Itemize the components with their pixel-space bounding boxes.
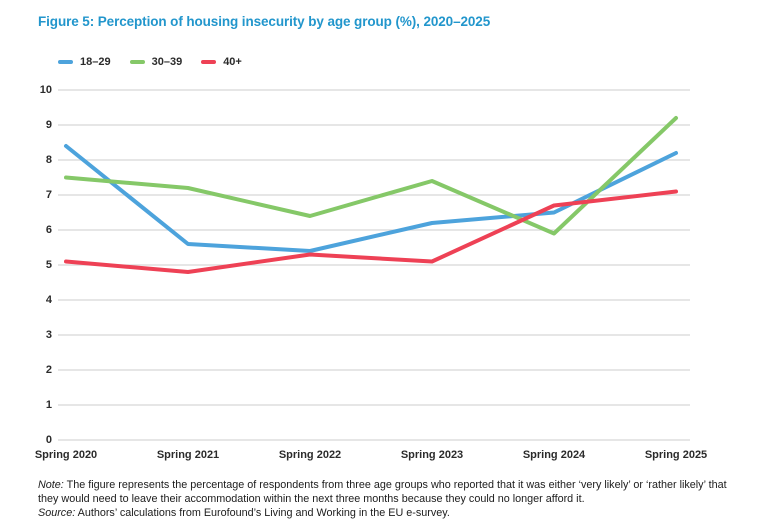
y-tick-label-10: 10	[39, 83, 52, 96]
x-tick-label-2025: Spring 2025	[644, 449, 708, 461]
y-tick-label-7: 7	[45, 188, 52, 201]
y-tick-label-3: 3	[45, 328, 52, 341]
x-tick-label-2023: Spring 2023	[400, 449, 464, 461]
figure-source: Source: Authors’ calculations from Eurof…	[38, 506, 746, 520]
series-line-40plus	[64, 189, 678, 274]
y-tick-label-5: 5	[45, 258, 52, 271]
source-text: Authors’ calculations from Eurofound’s L…	[77, 507, 450, 519]
legend-item-30-39: 30–39	[129, 56, 183, 68]
y-tick-label-2: 2	[45, 363, 52, 376]
legend-swatch-icon	[201, 60, 217, 64]
note-text: The figure represents the percentage of …	[38, 479, 727, 505]
y-tick-label-1: 1	[45, 398, 52, 411]
legend-swatch-icon	[58, 60, 73, 64]
legend-label: 30–39	[151, 56, 183, 68]
y-tick-label-0: 0	[45, 433, 52, 446]
x-tick-label-2020: Spring 2020	[34, 449, 98, 461]
x-tick-label-2021: Spring 2021	[156, 449, 220, 461]
note-label: Note:	[38, 479, 64, 491]
y-tick-label-6: 6	[45, 223, 52, 236]
series-line-30-39	[64, 116, 678, 236]
figure-title: Figure 5: Perception of housing insecuri…	[38, 14, 491, 29]
legend-swatch-icon	[129, 60, 145, 64]
x-tick-label-2024: Spring 2024	[522, 449, 586, 461]
y-tick-label-9: 9	[45, 118, 52, 131]
y-tick-label-8: 8	[45, 153, 52, 166]
legend-item-18-29: 18–29	[58, 56, 111, 68]
legend-item-40plus: 40+	[201, 56, 242, 68]
legend-label: 18–29	[80, 56, 111, 68]
y-tick-label-4: 4	[45, 293, 52, 306]
legend: 18–29 30–39 40+	[58, 56, 242, 68]
x-tick-label-2022: Spring 2022	[278, 449, 342, 461]
source-label: Source:	[38, 507, 76, 519]
legend-label: 40+	[223, 56, 242, 68]
figure-note: Note: The figure represents the percenta…	[38, 478, 746, 506]
